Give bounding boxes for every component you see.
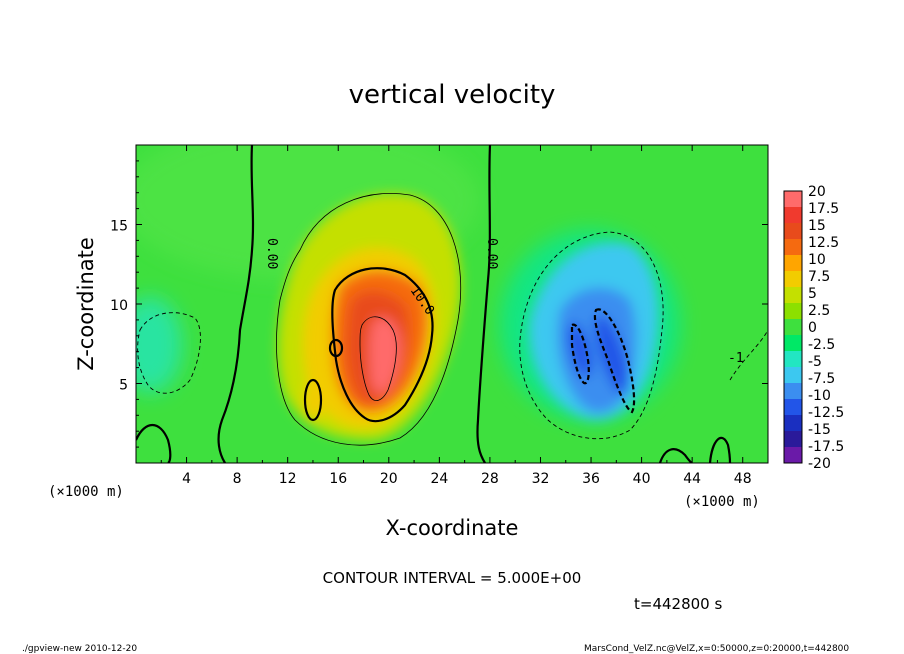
colorbar-label: 15 xyxy=(808,218,826,234)
x-axis-label: X-coordinate xyxy=(386,516,519,540)
x-tick-label: 48 xyxy=(734,471,752,487)
colorbar-swatch xyxy=(784,239,802,256)
x-tick-label: 8 xyxy=(233,471,242,487)
contour-negative-10-band-1 xyxy=(570,323,590,385)
contour-lines xyxy=(136,145,768,463)
colorbar-swatch xyxy=(784,351,802,368)
contour-positive-10 xyxy=(331,267,434,423)
contour-interval-text: CONTOUR INTERVAL = 5.000E+00 xyxy=(323,569,582,587)
colorbar-swatch xyxy=(784,191,802,208)
contour-zero-right xyxy=(476,145,492,463)
colorbar-label: -15 xyxy=(808,422,831,438)
footer-right: MarsCond_VelZ.nc@VelZ,x=0:50000,z=0:2000… xyxy=(584,644,849,654)
x-tick-label: 24 xyxy=(430,471,448,487)
x-tick-label: 28 xyxy=(481,471,499,487)
colorbar-swatch xyxy=(784,287,802,304)
x-tick-label: 20 xyxy=(380,471,398,487)
colorbar-label: -10 xyxy=(808,388,831,404)
shade-small-updraft xyxy=(304,378,322,422)
shade-left-down xyxy=(136,297,182,393)
x-tick-label: 44 xyxy=(683,471,701,487)
x-tick-label: 16 xyxy=(329,471,347,487)
colorbar-swatch xyxy=(784,223,802,240)
colorbar-swatch xyxy=(784,447,802,464)
downdraft-shading xyxy=(529,242,659,420)
colorbar-label: 20 xyxy=(808,184,826,200)
colorbar-label: -7.5 xyxy=(808,371,835,387)
x-tick-label: 36 xyxy=(582,471,600,487)
chart-title: vertical velocity xyxy=(349,80,556,110)
colorbar-label: -12.5 xyxy=(808,405,844,421)
x-tick-label: 32 xyxy=(532,471,550,487)
heatmap-field: 0.00 0.00 10.0 -1 xyxy=(136,145,768,463)
x-unit-left: (×1000 m) xyxy=(48,484,124,500)
colorbar-swatch xyxy=(784,271,802,288)
contour-negative-10-band-2 xyxy=(593,308,636,414)
y-axis-label: Z-coordinate xyxy=(74,237,98,371)
colorbar-label: 12.5 xyxy=(808,235,839,251)
colorbar-frame xyxy=(783,190,803,464)
contour-zero-bottom-right-2 xyxy=(708,436,732,463)
contour-negative-5 xyxy=(519,231,664,440)
time-text: t=442800 s xyxy=(634,595,722,613)
colorbar-label: -17.5 xyxy=(808,439,844,455)
colorbar-swatch xyxy=(784,399,802,416)
colorbar-label: -20 xyxy=(808,456,831,472)
colorbar-swatch xyxy=(784,383,802,400)
colorbar-swatch xyxy=(784,415,802,432)
shade-downdraft-band-1 xyxy=(567,322,593,378)
contour-positive-10-small xyxy=(303,378,323,422)
colorbar-label: 17.5 xyxy=(808,201,839,217)
colorbar-label: 7.5 xyxy=(808,269,830,285)
contour-label-1: 0.00 xyxy=(484,238,499,269)
colorbar-swatch xyxy=(784,255,802,272)
x-tick-label: 40 xyxy=(633,471,651,487)
colorbar-swatch xyxy=(784,207,802,224)
y-tick-label: 10 xyxy=(110,298,128,314)
colorbar-label: 10 xyxy=(808,252,826,268)
colorbar-label: -5 xyxy=(808,354,822,370)
contour-zero-bottom-left xyxy=(136,423,172,463)
contour-negative-5-left xyxy=(137,312,201,394)
colorbar-swatch xyxy=(784,367,802,384)
shade-downdraft-band-2 xyxy=(594,314,630,396)
updraft-shading xyxy=(277,193,461,440)
colorbar-label: 2.5 xyxy=(808,303,830,319)
colorbar-swatch xyxy=(784,335,802,352)
y-tick-label: 5 xyxy=(119,378,128,394)
x-unit-right: (×1000 m) xyxy=(684,494,760,510)
x-tick-label: 12 xyxy=(279,471,297,487)
footer-left: ./gpview-new 2010-12-20 xyxy=(22,644,137,654)
contour-positive-5 xyxy=(276,193,462,446)
contour-label-3: -1 xyxy=(728,351,744,366)
colorbar-swatch xyxy=(784,431,802,448)
contour-zero-left xyxy=(217,145,255,463)
contour-positive-10-blob xyxy=(328,338,344,358)
contour-negative-5-right-edge xyxy=(729,329,768,381)
colorbar-label: 5 xyxy=(808,286,817,302)
contour-label-0: 0.00 xyxy=(264,238,279,269)
x-axis-ticks: 4 8 12 16 20 24 28 32 36 40 44 48 xyxy=(160,145,752,487)
colorbar-label: -2.5 xyxy=(808,337,835,353)
x-tick-label: 4 xyxy=(182,471,191,487)
y-tick-label: 15 xyxy=(110,219,128,235)
y-axis-ticks: 5 10 15 xyxy=(110,160,768,448)
contour-positive-15 xyxy=(359,316,397,401)
colorbar-label: 0 xyxy=(808,320,817,336)
colorbar: 2017.51512.5107.552.50-2.5-5-7.5-10-12.5… xyxy=(783,184,844,472)
colorbar-swatch xyxy=(784,303,802,320)
colorbar-swatch xyxy=(784,319,802,336)
